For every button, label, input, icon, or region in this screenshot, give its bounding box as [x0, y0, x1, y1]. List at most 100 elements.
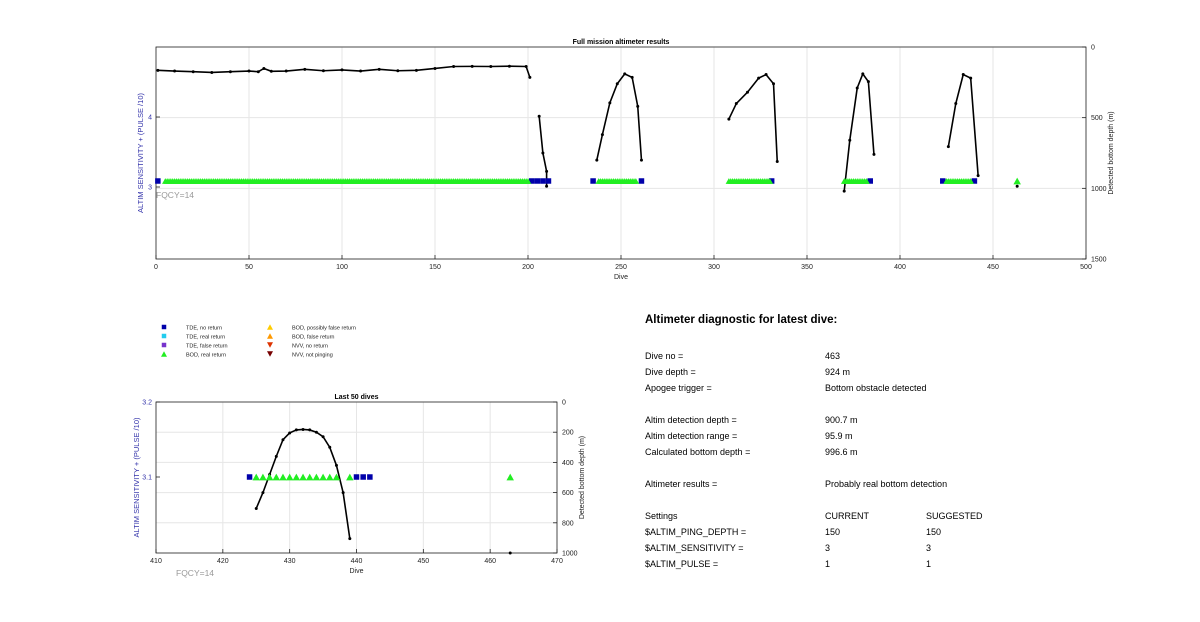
- detection-depth-label: Altim detection depth =: [645, 415, 737, 425]
- x-tick-label: 440: [351, 558, 363, 565]
- square-marker: [768, 178, 775, 184]
- setting-current: 3: [825, 543, 831, 553]
- depth-point: [745, 90, 749, 94]
- depth-point: [608, 101, 612, 105]
- legend-label: NVV, no return: [292, 343, 328, 349]
- dive-depth-row: Dive depth = 924 m: [645, 364, 1165, 380]
- square-marker: [867, 178, 873, 184]
- depth-point: [537, 114, 541, 118]
- plot-frame: [155, 401, 558, 554]
- depth-point: [247, 69, 251, 73]
- depth-point: [414, 68, 418, 72]
- setting-name: $ALTIM_SENSITIVITY =: [645, 543, 744, 553]
- depth-point: [288, 431, 292, 435]
- depth-point: [630, 75, 634, 79]
- y-right-tick-label: 800: [562, 520, 574, 527]
- setting-name: $ALTIM_PULSE =: [645, 559, 719, 569]
- depth-point: [254, 506, 258, 510]
- apogee-row: Apogee trigger = Bottom obstacle detecte…: [645, 380, 1165, 396]
- depth-point: [396, 69, 400, 73]
- depth-point: [842, 189, 846, 193]
- x-axis-label: Dive: [349, 568, 363, 575]
- legend-label: BOD, possibly false return: [292, 325, 356, 331]
- results-value: Probably real bottom detection: [825, 479, 948, 489]
- legend-label: TDE, real return: [186, 334, 225, 340]
- depth-point: [615, 82, 619, 86]
- y-left-tick-label: 3.1: [142, 475, 152, 482]
- square-marker: [545, 178, 552, 184]
- depth-point: [191, 70, 195, 74]
- square-marker: [638, 178, 645, 184]
- full-mission-chart: 0 50 100 150 200 250 300 350 400 450 500 0 500 1000 15…: [136, 39, 1115, 281]
- triangle-marker: [1013, 177, 1021, 185]
- square-marker: [353, 474, 360, 480]
- setting-name: $ALTIM_PING_DEPTH =: [645, 527, 747, 537]
- diagnostic-title: Altimeter diagnostic for latest dive:: [645, 314, 838, 326]
- depth-point: [545, 169, 549, 173]
- triangle-marker: [319, 473, 327, 481]
- triangle-marker: [292, 473, 301, 481]
- depth-point: [639, 158, 643, 162]
- depth-point: [308, 428, 312, 432]
- triangle-marker: [259, 473, 267, 481]
- square-marker: [940, 178, 946, 184]
- depth-point: [775, 159, 779, 163]
- bottom-depth-label: Calculated bottom depth =: [645, 447, 751, 457]
- suggested-header: SUGGESTED: [926, 511, 983, 521]
- x-tick-label: 400: [894, 264, 906, 271]
- setting-row: $ALTIM_SENSITIVITY = 3 3: [645, 540, 1165, 556]
- depth-line: [538, 116, 548, 187]
- triangle-marker: [524, 178, 532, 184]
- depth-point: [489, 65, 493, 69]
- depth-point: [961, 73, 965, 77]
- bottom-depth-row: Calculated bottom depth = 996.6 m: [645, 444, 1165, 460]
- square-marker: [246, 474, 253, 480]
- detection-range-row: Altim detection range = 95.9 m: [645, 428, 1165, 444]
- apogee-label: Apogee trigger =: [645, 383, 712, 393]
- triangle-down-marker: [267, 342, 273, 348]
- depth-point: [314, 430, 318, 434]
- depth-point: [623, 72, 627, 76]
- depth-point: [545, 184, 549, 188]
- depth-point: [507, 64, 511, 68]
- triangle-marker: [305, 473, 314, 481]
- x-tick-label: 470: [551, 558, 563, 565]
- bottom-depth-value: 996.6 m: [825, 447, 858, 457]
- depth-point: [303, 67, 307, 71]
- square-marker: [367, 474, 373, 480]
- depth-point: [301, 427, 305, 431]
- depth-point: [866, 80, 870, 84]
- x-tick-label: 500: [1080, 264, 1092, 271]
- depth-point: [156, 68, 160, 72]
- x-tick-label: 450: [987, 264, 999, 271]
- x-tick-label: 420: [217, 558, 229, 565]
- depth-point: [1015, 184, 1019, 188]
- depth-point: [348, 537, 352, 541]
- legend-label: TDE, false return: [186, 343, 228, 349]
- triangle-marker: [632, 178, 640, 184]
- depth-point: [872, 152, 876, 156]
- depth-point: [734, 102, 738, 106]
- setting-suggested: 150: [926, 527, 942, 537]
- settings-label: Settings: [645, 511, 678, 521]
- depth-point: [281, 438, 285, 442]
- depth-point: [321, 69, 325, 73]
- y-left-axis-label: ALTIM SENSITIVITY + (PULSE /10): [136, 93, 145, 213]
- detection-range-label: Altim detection range =: [645, 431, 738, 441]
- setting-current: 1: [825, 559, 831, 569]
- setting-row: $ALTIM_PING_DEPTH = 150 150: [645, 524, 1165, 540]
- y-right-tick-label: 1000: [562, 551, 578, 558]
- setting-row: $ALTIM_PULSE = 1 1: [645, 556, 1165, 572]
- depth-point: [321, 435, 325, 439]
- depth-point: [524, 65, 528, 69]
- depth-point: [262, 66, 266, 70]
- depth-point: [636, 104, 640, 108]
- depth-point: [261, 491, 265, 495]
- detection-range-value: 95.9 m: [825, 431, 853, 441]
- depth-point: [328, 445, 332, 449]
- triangle-marker: [267, 333, 273, 339]
- square-marker: [360, 474, 366, 480]
- depth-point: [772, 82, 776, 86]
- depth-point: [256, 70, 260, 74]
- triangle-marker: [265, 473, 274, 481]
